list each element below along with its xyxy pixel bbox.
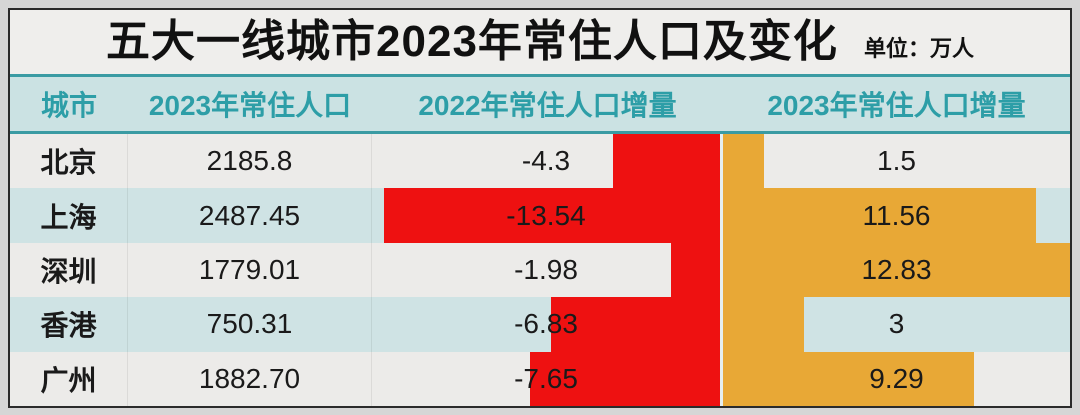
delta-2022-bar <box>670 242 720 298</box>
table-header-row: 城市 2023年常住人口 2022年常住人口增量 2023年常住人口增量 <box>10 74 1070 134</box>
population-cell: 1882.70 <box>128 351 372 407</box>
delta-2022-bar <box>550 297 720 352</box>
delta-2023-bar <box>723 134 764 189</box>
population-cell: 1779.01 <box>128 242 372 298</box>
population-cell: 2185.8 <box>128 134 372 189</box>
delta-2022-label: -6.83 <box>514 308 578 340</box>
delta-2023-cell: 9.29 <box>723 351 1070 407</box>
delta-2023-bar <box>723 188 1036 243</box>
delta-2023-label: 9.29 <box>869 362 924 394</box>
delta-2023-bar <box>723 297 805 352</box>
title-bar: 五大一线城市2023年常住人口及变化 单位：万人 <box>10 10 1070 74</box>
population-cell: 750.31 <box>128 297 372 352</box>
delta-2022-bar <box>384 188 720 243</box>
delta-2023-label: 1.5 <box>877 145 916 177</box>
city-cell: 深圳 <box>10 242 128 298</box>
page-title: 五大一线城市2023年常住人口及变化 <box>106 17 838 66</box>
table-row: 广州 1882.70 -7.65 9.29 <box>10 351 1070 407</box>
delta-2023-label: 12.83 <box>861 254 932 286</box>
delta-2022-cell: -1.98 <box>372 242 723 298</box>
delta-2022-cell: -13.54 <box>372 188 723 243</box>
delta-2023-cell: 12.83 <box>723 242 1070 298</box>
city-cell: 香港 <box>10 297 128 352</box>
unit-label: 单位：万人 <box>863 36 974 61</box>
delta-2023-bar <box>723 242 1070 298</box>
delta-2022-bar <box>613 134 720 189</box>
delta-2022-bar <box>530 351 720 407</box>
city-cell: 广州 <box>10 351 128 407</box>
city-cell: 上海 <box>10 188 128 243</box>
delta-2022-label: -13.54 <box>506 199 586 231</box>
delta-2022-cell: -7.65 <box>372 351 723 407</box>
delta-2023-label: 11.56 <box>862 199 931 231</box>
delta-2023-cell: 1.5 <box>723 134 1070 189</box>
table-row: 上海 2487.45 -13.54 11.56 <box>10 188 1070 243</box>
table-row: 深圳 1779.01 -1.98 12.83 <box>10 242 1070 298</box>
delta-2023-bar <box>723 351 975 407</box>
delta-2022-cell: -4.3 <box>372 134 723 189</box>
delta-2022-label: -7.65 <box>514 362 578 394</box>
table-body: 北京 2185.8 -4.3 1.5 上海 2487.45 -13.54 11.… <box>10 134 1070 407</box>
delta-2022-label: -1.98 <box>514 254 578 286</box>
column-header-delta-2023: 2023年常住人口增量 <box>767 90 1026 121</box>
delta-2023-label: 3 <box>888 308 905 340</box>
delta-2022-cell: -6.83 <box>372 297 723 352</box>
delta-2023-cell: 11.56 <box>723 188 1070 243</box>
population-table: 城市 2023年常住人口 2022年常住人口增量 2023年常住人口增量 北京 … <box>10 74 1070 407</box>
city-cell: 北京 <box>10 134 128 189</box>
delta-2022-label: -4.3 <box>521 145 571 177</box>
population-cell: 2487.45 <box>128 188 372 243</box>
table-row: 香港 750.31 -6.83 3 <box>10 297 1070 352</box>
table-row: 北京 2185.8 -4.3 1.5 <box>10 134 1070 189</box>
infographic-panel: 五大一线城市2023年常住人口及变化 单位：万人 城市 2023年常住人口 20… <box>8 8 1072 408</box>
column-header-delta-2022: 2022年常住人口增量 <box>418 90 677 121</box>
delta-2023-cell: 3 <box>723 297 1070 352</box>
column-header-population-2023: 2023年常住人口 <box>148 90 352 121</box>
column-header-city: 城市 <box>40 90 97 121</box>
